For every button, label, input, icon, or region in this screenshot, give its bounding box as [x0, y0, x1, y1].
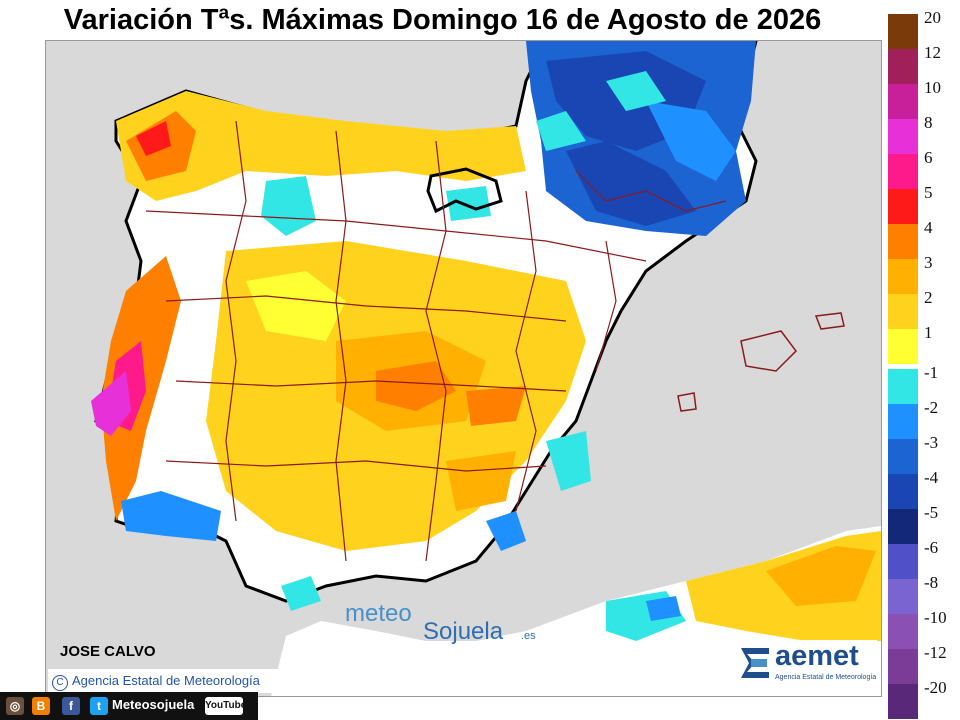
legend-swatch-negative-2	[888, 439, 918, 474]
legend-swatch-negative-4	[888, 509, 918, 544]
legend-label-positive-0: 20	[924, 8, 941, 27]
author-credit: JOSE CALVO	[60, 643, 156, 660]
legend-label-negative-1: -2	[924, 398, 939, 417]
legend-swatch-negative-0	[888, 369, 918, 404]
legend-swatch-positive-2	[888, 84, 918, 119]
legend-swatch-positive-0	[888, 14, 918, 49]
legend-label-positive-4: 6	[924, 148, 933, 167]
legend-label-positive-6: 4	[924, 218, 933, 237]
color-legend: 20 12 10 8 6 5 4 3 2 1 -1 -2 -3 -4 -5 -6 -8 -10 -12 -20	[884, 8, 960, 719]
copyright-icon: C	[52, 675, 68, 691]
watermark-part2: Sojuela	[423, 618, 504, 645]
legend-label-positive-8: 2	[924, 288, 933, 307]
legend-label-negative-6: -8	[924, 573, 939, 592]
map-title: Variación Tªs. Máximas Domingo 16 de Ago…	[63, 4, 822, 36]
legend-label-negative-3: -4	[924, 468, 939, 487]
legend-label-negative-4: -5	[924, 503, 939, 522]
legend-swatch-positive-7	[888, 259, 918, 294]
aemet-mark-icon	[741, 648, 769, 678]
north-africa-land	[271, 526, 881, 696]
legend-label-negative-5: -6	[924, 538, 939, 557]
legend-label-positive-9: 1	[924, 323, 933, 342]
legend-label-positive-3: 8	[924, 113, 933, 132]
copyright-text: Agencia Estatal de Meteorología	[72, 673, 260, 688]
legend-label-positive-5: 5	[924, 183, 933, 202]
legend-swatch-negative-1	[888, 404, 918, 439]
meteosojuela-watermark: meteo Sojuela .es	[345, 600, 536, 645]
aemet-wordmark: aemet	[775, 640, 859, 672]
legend-swatch-negative-8	[888, 649, 918, 684]
facebook-icon[interactable]: f	[62, 697, 80, 715]
watermark-part3: .es	[521, 630, 536, 642]
copyright-notice: C Agencia Estatal de Meteorología	[48, 669, 288, 693]
aemet-logo: aemet Agencia Estatal de Meteorología	[735, 640, 877, 690]
legend-label-negative-8: -12	[924, 643, 947, 662]
legend-swatch-positive-5	[888, 189, 918, 224]
legend-label-negative-7: -10	[924, 608, 947, 627]
legend-swatch-positive-9	[888, 329, 918, 364]
legend-label-positive-1: 12	[924, 43, 941, 62]
legend-swatch-negative-5	[888, 544, 918, 579]
legend-swatch-positive-3	[888, 119, 918, 154]
balearic-menorca	[814, 312, 845, 330]
legend-label-positive-2: 10	[924, 78, 941, 97]
blogger-icon[interactable]: B	[32, 697, 50, 715]
map-graphic	[46, 41, 881, 696]
temperature-map	[45, 40, 882, 697]
legend-label-negative-2: -3	[924, 433, 939, 452]
legend-swatch-positive-1	[888, 49, 918, 84]
legend-swatch-positive-4	[888, 154, 918, 189]
instagram-icon[interactable]: ◎	[6, 697, 24, 715]
legend-swatch-positive-8	[888, 294, 918, 329]
legend-swatch-negative-9	[888, 684, 918, 719]
watermark-part1: meteo	[345, 600, 412, 627]
legend-swatch-negative-7	[888, 614, 918, 649]
legend-swatch-positive-6	[888, 224, 918, 259]
la-rioja-outline	[426, 167, 503, 214]
social-bar: ◎ B f t Meteosojuela YouTube	[0, 692, 258, 720]
twitter-icon[interactable]: t	[90, 697, 108, 715]
social-handle[interactable]: Meteosojuela	[112, 697, 195, 712]
legend-label-negative-9: -20	[924, 678, 947, 697]
youtube-icon[interactable]: YouTube	[205, 697, 246, 715]
legend-swatch-negative-6	[888, 579, 918, 614]
aemet-subtitle: Agencia Estatal de Meteorología	[775, 674, 877, 681]
balearic-ibiza	[677, 392, 697, 412]
legend-swatch-negative-3	[888, 474, 918, 509]
balearic-mallorca	[740, 330, 797, 372]
legend-label-negative-0: -1	[924, 363, 939, 382]
legend-label-positive-7: 3	[924, 253, 933, 272]
